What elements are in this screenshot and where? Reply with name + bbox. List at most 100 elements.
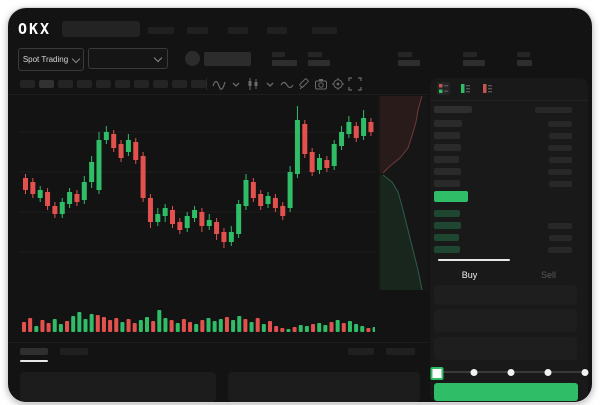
timeframe-button[interactable] [39,80,54,88]
toolbar-separator [8,94,428,95]
size-placeholder [548,246,572,253]
draw-icon[interactable] [297,77,311,91]
slider-stop[interactable] [544,368,552,376]
orderbook-ask-row[interactable] [430,142,588,154]
fullscreen-icon[interactable] [348,77,362,91]
nav-item[interactable] [312,27,337,34]
price-placeholder [434,120,462,127]
line-style-icon[interactable] [280,77,294,91]
timeframe-button[interactable] [134,80,149,88]
orderbook-ask-row[interactable] [430,130,588,142]
orderbook-trade-panel: Buy Sell [430,78,589,402]
orderbook-asks [430,118,588,190]
candlestick-chart[interactable] [20,96,375,290]
orderbook-ask-row[interactable] [430,154,588,166]
ticker-stat-value [463,60,485,66]
amount-slider[interactable] [430,366,589,380]
trading-app-window: OKX Spot Trading [8,8,592,402]
size-placeholder [549,234,572,241]
ticker-stat-label [463,52,477,57]
buy-submit-button[interactable] [434,383,578,401]
order-history-tab[interactable] [60,348,88,355]
price-field[interactable] [434,309,577,332]
ticker-stat-value [517,60,532,66]
timeframe-button[interactable] [153,80,168,88]
okx-logo: OKX [18,20,52,38]
size-placeholder [548,144,572,151]
tab-sell[interactable]: Sell [540,270,556,280]
book-asks-view-icon[interactable] [481,82,494,95]
ticker-stat-label [517,52,530,57]
indicator-icon[interactable] [212,77,226,91]
orderbook-bid-row[interactable] [430,208,588,220]
orderbook-ask-row[interactable] [430,118,588,130]
orders-tab-active[interactable] [20,348,48,355]
ticker-stat-value [308,60,330,66]
timeframe-button[interactable] [115,80,130,88]
chart-type-icon[interactable] [246,77,260,91]
search-input[interactable] [62,21,140,37]
slider-stop[interactable] [507,368,515,376]
price-placeholder [434,144,461,151]
compare-chevron-icon[interactable] [263,77,277,91]
timeframe-button[interactable] [77,80,92,88]
orderbook-bid-row[interactable] [430,244,588,256]
last-price-indicator[interactable] [434,191,468,202]
size-placeholder [535,106,572,113]
depth-chart[interactable] [378,96,428,290]
settings-icon[interactable] [331,77,345,91]
orderbook-header-row [430,104,588,116]
timeframe-button[interactable] [96,80,111,88]
pair-selector-dropdown[interactable] [88,48,168,69]
ticker-stat-label [308,52,322,57]
snapshot-icon[interactable] [314,77,328,91]
orderbook-ask-row[interactable] [430,178,588,190]
orders-panel [20,372,216,402]
price-placeholder [434,210,460,217]
market-type-dropdown[interactable]: Spot Trading [18,48,84,71]
orderbook-bid-row[interactable] [430,220,588,232]
size-placeholder [549,180,572,187]
orderbook-bids [430,208,588,256]
timeframe-button[interactable] [20,80,35,88]
ticker-stat-value [272,60,297,66]
price-placeholder [434,246,460,253]
panel-action[interactable] [386,348,415,355]
toolbar-divider [206,78,207,90]
nav-item[interactable] [228,27,248,34]
nav-item[interactable] [187,27,208,34]
slider-stop[interactable] [470,368,478,376]
timeframe-button[interactable] [58,80,73,88]
tab-buy[interactable]: Buy [461,270,478,280]
orderbook-ask-row[interactable] [430,166,588,178]
book-bids-view-icon[interactable] [459,82,472,95]
nav-item[interactable] [267,27,287,34]
ticker-stat-value [398,60,420,66]
positions-panel [228,372,420,402]
volume-chart[interactable] [20,294,375,332]
ticker-stat-label [272,52,285,57]
price-placeholder [434,168,461,175]
orderbook-bid-row[interactable] [430,232,588,244]
size-placeholder [548,168,572,175]
price-placeholder [434,156,459,163]
size-placeholder [549,156,572,163]
panel-action[interactable] [348,348,374,355]
interval-chevron-icon[interactable] [229,77,243,91]
timeframe-button[interactable] [172,80,187,88]
book-split-view-icon[interactable] [437,82,450,95]
timeframe-button[interactable] [191,80,206,88]
order-type-field[interactable] [434,285,577,305]
size-placeholder [548,120,572,127]
ticker-stat-label [398,52,412,57]
slider-stop[interactable] [581,368,589,376]
nav-item[interactable] [148,27,174,34]
amount-field[interactable] [434,337,577,360]
price-placeholder [434,106,472,113]
bottom-separator [8,342,428,343]
chevron-down-icon [153,53,163,62]
market-type-label: Spot Trading [22,55,69,64]
slider-handle[interactable] [430,366,444,380]
price-placeholder [434,234,459,241]
size-placeholder [549,132,572,139]
